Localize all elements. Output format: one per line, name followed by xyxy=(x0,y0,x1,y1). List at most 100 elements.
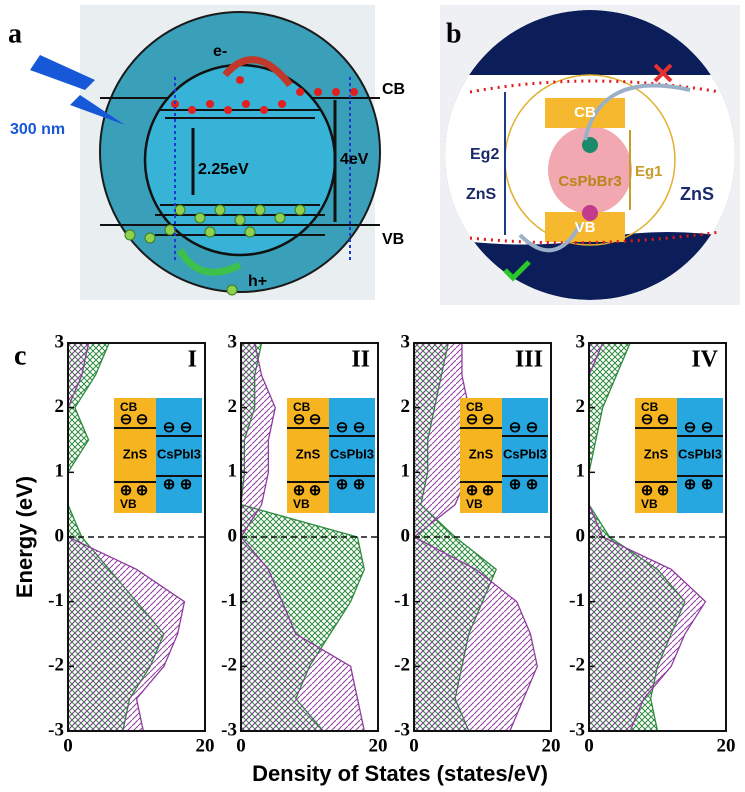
inset-vb: VB xyxy=(120,497,137,511)
carrier-symbol: ⊖ xyxy=(136,411,149,428)
carrier-symbol: ⊕ xyxy=(482,482,495,499)
inset-left-label: ZnS xyxy=(296,446,321,461)
carrier-symbol: ⊕ xyxy=(509,476,522,493)
carrier-symbol: ⊕ xyxy=(526,476,539,493)
carrier-symbol: ⊖ xyxy=(180,419,193,436)
core-label: CsPbBr3 xyxy=(558,173,621,190)
y-tick-label: -3 xyxy=(221,719,237,740)
vb-label: VB xyxy=(382,231,404,248)
y-tick-label: -2 xyxy=(569,655,585,676)
y-tick-label: -3 xyxy=(394,719,410,740)
gap-outer-label: 4eV xyxy=(340,151,369,168)
x-tick-label: 0 xyxy=(63,735,73,756)
y-tick-label: 3 xyxy=(401,331,411,352)
carrier-symbol: ⊕ xyxy=(701,476,714,493)
y-tick-label: -1 xyxy=(48,590,64,611)
eg2-label: Eg2 xyxy=(470,146,499,163)
y-tick-label: 0 xyxy=(228,525,238,546)
inset-cb: CB xyxy=(120,400,138,414)
panel-c: c Energy (eV) Density of States (states/… xyxy=(12,331,736,785)
inset-left-label: ZnS xyxy=(644,446,669,461)
vb-label: VB xyxy=(575,219,596,236)
panel-label: a xyxy=(8,18,22,49)
y-tick-label: -2 xyxy=(394,655,410,676)
y-tick-label: -3 xyxy=(569,719,585,740)
carrier-symbol: ⊕ xyxy=(353,476,366,493)
carrier-symbol: ⊖ xyxy=(482,411,495,428)
y-tick-label: 2 xyxy=(401,396,411,417)
y-tick-label: -1 xyxy=(221,590,237,611)
electron-label: e- xyxy=(213,43,227,60)
y-tick-label: 1 xyxy=(228,461,238,482)
x-tick-label: 0 xyxy=(584,735,594,756)
y-tick-label: -1 xyxy=(569,590,585,611)
y-tick-label: 2 xyxy=(576,396,586,417)
y-tick-label: 2 xyxy=(228,396,238,417)
x-tick-label: 20 xyxy=(717,735,736,756)
carrier-symbol: ⊕ xyxy=(136,482,149,499)
x-axis-title: Density of States (states/eV) xyxy=(252,761,548,786)
inset-cb: CB xyxy=(466,400,484,414)
x-tick-label: 0 xyxy=(236,735,246,756)
excitation-label: 300 nm xyxy=(10,121,65,138)
panel-b: b CB VB Eg2 Eg1 ZnS ZnS CsPbBr3 xyxy=(440,5,740,305)
y-tick-label: 0 xyxy=(401,525,411,546)
y-tick-label: 2 xyxy=(55,396,65,417)
carrier-symbol: ⊖ xyxy=(684,419,697,436)
plot-title: IV xyxy=(691,347,718,373)
carrier-symbol: ⊖ xyxy=(353,419,366,436)
x-tick-label: 20 xyxy=(542,735,561,756)
y-tick-label: 1 xyxy=(401,461,411,482)
inset-cb: CB xyxy=(293,400,311,414)
carrier-symbol: ⊕ xyxy=(163,476,176,493)
x-tick-label: 0 xyxy=(409,735,419,756)
plot-title: I xyxy=(188,347,197,373)
panel-a: a 300 nm e- h+ CB VB 2.25eV 4eV xyxy=(8,5,405,300)
carrier-symbol: ⊕ xyxy=(180,476,193,493)
inset-vb: VB xyxy=(466,497,483,511)
y-tick-label: 3 xyxy=(228,331,238,352)
eg1-label: Eg1 xyxy=(635,163,663,180)
x-tick-label: 20 xyxy=(196,735,215,756)
plot-title: II xyxy=(351,347,370,373)
panel-label: b xyxy=(446,18,462,49)
figure: a 300 nm e- h+ CB VB 2.25eV 4eV b CB VB … xyxy=(0,0,745,792)
carrier-symbol: ⊕ xyxy=(657,482,670,499)
y-tick-label: 0 xyxy=(55,525,65,546)
gap-inner-label: 2.25eV xyxy=(198,161,249,178)
y-tick-label: 1 xyxy=(55,461,65,482)
carrier-symbol: ⊖ xyxy=(657,411,670,428)
y-tick-label: 3 xyxy=(55,331,65,352)
y-tick-label: -2 xyxy=(48,655,64,676)
y-tick-label: 3 xyxy=(576,331,586,352)
hole-label: h+ xyxy=(248,273,267,290)
y-tick-label: -2 xyxy=(221,655,237,676)
panel-label: c xyxy=(14,340,26,371)
carrier-symbol: ⊕ xyxy=(684,476,697,493)
y-tick-label: -1 xyxy=(394,590,410,611)
inset-left-label: ZnS xyxy=(123,446,148,461)
y-tick-label: -3 xyxy=(48,719,64,740)
x-tick-label: 20 xyxy=(369,735,388,756)
inset-right-label: CsPbI3 xyxy=(330,446,374,461)
inset-cb: CB xyxy=(641,400,659,414)
y-tick-label: 1 xyxy=(576,461,586,482)
inset-vb: VB xyxy=(293,497,310,511)
carrier-symbol: ⊖ xyxy=(163,419,176,436)
y-axis-title: Energy (eV) xyxy=(12,476,37,598)
carrier-symbol: ⊖ xyxy=(336,419,349,436)
inset-left-label: ZnS xyxy=(469,446,494,461)
shell-label-right: ZnS xyxy=(680,184,714,204)
cb-label: CB xyxy=(382,81,405,98)
inset-right-label: CsPbI3 xyxy=(157,446,201,461)
inset-right-label: CsPbI3 xyxy=(678,446,722,461)
y-tick-label: 0 xyxy=(576,525,586,546)
cb-label: CB xyxy=(574,104,596,121)
shell-label-left: ZnS xyxy=(466,186,497,203)
carrier-symbol: ⊖ xyxy=(309,411,322,428)
carrier-symbol: ⊖ xyxy=(526,419,539,436)
plot-title: III xyxy=(515,347,543,373)
carrier-symbol: ⊕ xyxy=(309,482,322,499)
inset-vb: VB xyxy=(641,497,658,511)
carrier-symbol: ⊖ xyxy=(509,419,522,436)
